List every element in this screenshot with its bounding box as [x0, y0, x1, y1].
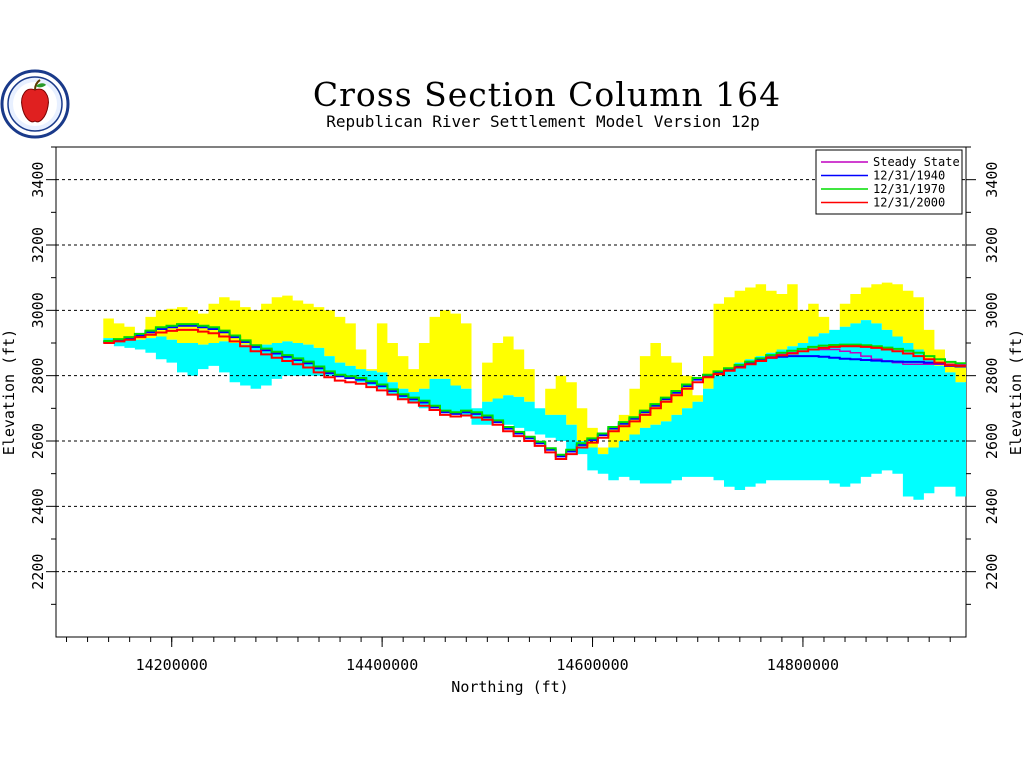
y-axis-label: Elevation (ft) [0, 329, 18, 455]
chart-title: Cross Section Column 164 [313, 75, 781, 114]
x-tick-label: 14600000 [556, 656, 628, 674]
series-lines [103, 323, 966, 460]
y-tick-label-left: 2800 [29, 358, 47, 394]
x-axis-label: Northing (ft) [451, 678, 568, 696]
y-tick-label-right: 3400 [983, 162, 1001, 198]
y-tick-label-left: 2400 [29, 488, 47, 524]
legend-label-2: 12/31/1970 [873, 182, 945, 196]
y-tick-label-left: 2600 [29, 423, 47, 459]
x-tick-label: 14800000 [767, 656, 839, 674]
y-axis-label-right: Elevation (ft) [1007, 329, 1024, 455]
legend: Steady State12/31/194012/31/197012/31/20… [815, 149, 963, 215]
x-tick-label: 14400000 [346, 656, 418, 674]
series-line-2 [103, 323, 966, 456]
legend-label-0: Steady State [873, 155, 960, 169]
y-tick-label-right: 2200 [983, 554, 1001, 590]
chart-subtitle: Republican River Settlement Model Versio… [326, 112, 759, 131]
legend-label-3: 12/31/2000 [873, 196, 945, 210]
y-tick-label-right: 2600 [983, 423, 1001, 459]
unsaturated-layer-fill [103, 282, 967, 455]
y-tick-label-right: 2800 [983, 358, 1001, 394]
state-seal-apple-logo [0, 69, 70, 139]
y-tick-label-left: 3200 [29, 227, 47, 263]
axes: 14200000 14400000 14600000 14800000 2200 2200… [29, 146, 1001, 674]
y-tick-label-left: 2200 [29, 554, 47, 590]
legend-box [815, 149, 963, 215]
y-tick-label-right: 2400 [983, 488, 1001, 524]
y-tick-label-left: 3400 [29, 162, 47, 198]
grid-lines [56, 179, 966, 573]
series-line-3 [103, 328, 966, 460]
x-tick-label: 14200000 [136, 656, 208, 674]
y-tick-label-right: 3000 [983, 292, 1001, 328]
y-tick-label-right: 3200 [983, 227, 1001, 263]
y-tick-label-left: 3000 [29, 292, 47, 328]
layer-fills [103, 282, 967, 500]
legend-label-1: 12/31/1940 [873, 169, 945, 183]
